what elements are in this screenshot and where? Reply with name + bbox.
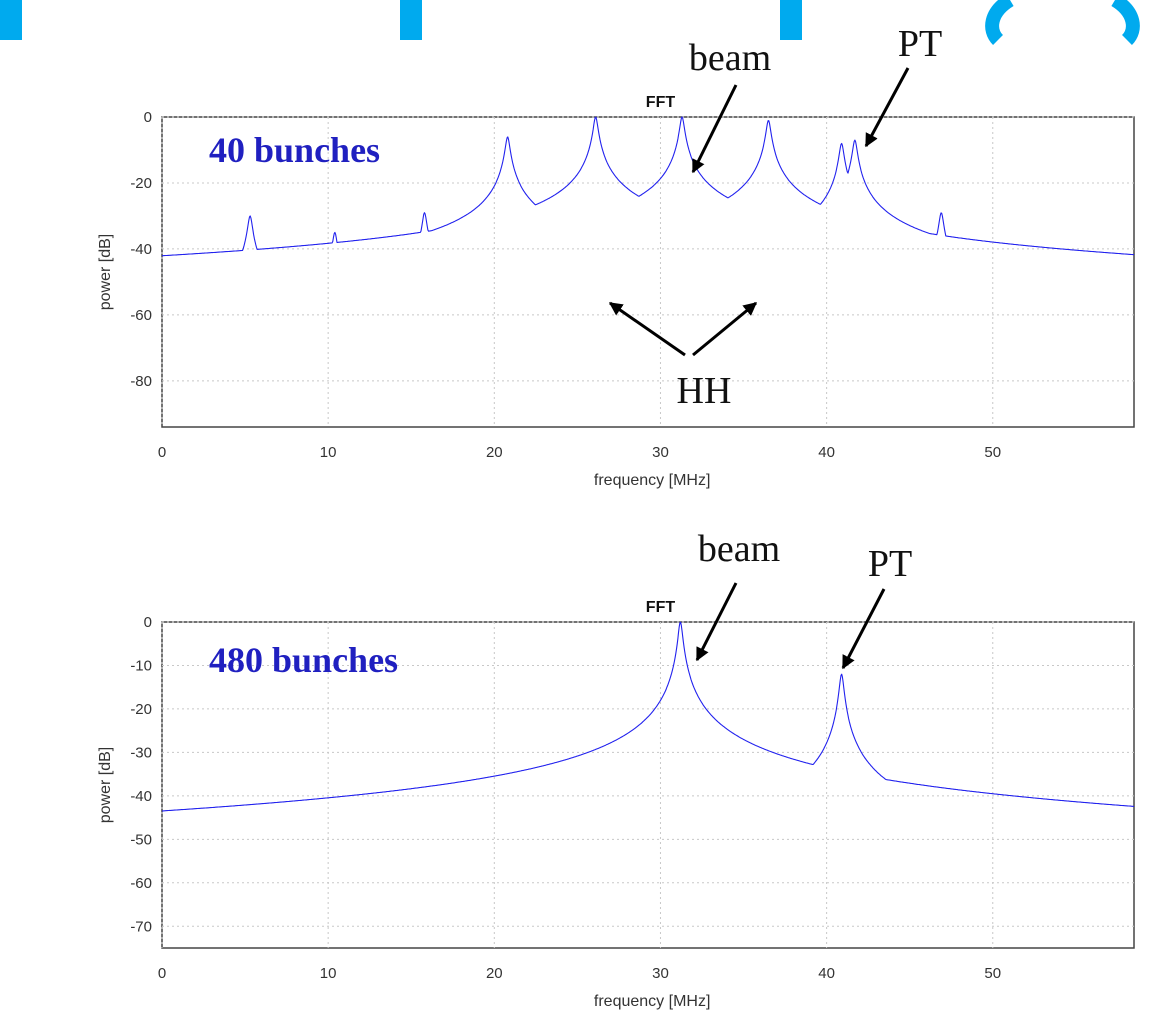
panel1-y-tick-label: -60: [130, 875, 152, 892]
panel0-y-tick-label: 0: [144, 109, 152, 126]
panel0-y-tick-label: -20: [130, 175, 152, 192]
panel0-annotation-arrow: [864, 67, 910, 148]
panel1-y-tick-label: -30: [130, 744, 152, 761]
panel0-bunch-label: 40 bunches: [209, 130, 380, 170]
panel1-x-tick-label: 20: [486, 965, 503, 982]
panel0-y-tick-label: -60: [130, 307, 152, 324]
panel1-x-tick-label: 10: [320, 965, 337, 982]
panel1-x-tick-label: 0: [158, 965, 166, 982]
panel0-x-axis-label: frequency [MHz]: [594, 472, 710, 489]
panel1-annotation-arrow: [841, 588, 886, 670]
panel0-plot-frame: [161, 116, 1135, 428]
panel1-y-tick-label: -50: [130, 831, 152, 848]
panel0-x-tick-label: 10: [320, 444, 337, 461]
panel1-x-tick-label: 50: [984, 965, 1001, 982]
panel0-annotation-hh: HH: [677, 370, 732, 412]
panel1-annotation-arrow: [695, 582, 738, 662]
panel0-chart-title: FFT: [646, 94, 676, 111]
header-fragment-paren-a: [985, 0, 1015, 45]
panel1-y-tick-label: -70: [130, 918, 152, 935]
panel0-annotation-pt: PT: [898, 23, 942, 65]
panel1-y-axis-label: power [dB]: [97, 747, 114, 823]
panel0-annotation-arrow: [691, 84, 738, 174]
panel1-y-tick-label: -10: [130, 657, 152, 674]
header-fragment-mid-b: [780, 0, 802, 40]
panel1-x-tick-label: 30: [652, 965, 669, 982]
panel0-y-tick-label: -40: [130, 241, 152, 258]
header-fragment-mid-a: [400, 0, 422, 40]
panel1-y-tick-label: -40: [130, 788, 152, 805]
panel0-y-tick-label: -80: [130, 373, 152, 390]
panel1-chart-title: FFT: [646, 599, 676, 616]
panel0-x-tick-label: 20: [486, 444, 503, 461]
panel0-x-tick-label: 40: [818, 444, 835, 461]
panel0-annotation-arrow: [608, 301, 686, 357]
panel0-annotation-beam: beam: [689, 37, 771, 79]
panel1-bunch-label: 480 bunches: [209, 640, 398, 680]
panel1-x-axis-label: frequency [MHz]: [594, 993, 710, 1010]
panel0-annotation-arrow: [692, 301, 758, 357]
panel0-x-tick-label: 50: [984, 444, 1001, 461]
panel1-spectrum-line: [162, 621, 1134, 812]
panel1-annotation-pt: PT: [868, 543, 912, 585]
panel0-spectrum-line: [161, 116, 1134, 257]
panel0-y-axis-label: power [dB]: [97, 234, 114, 310]
panel1-annotation-beam: beam: [698, 528, 780, 570]
header-fragment-left: [0, 0, 22, 40]
panel0-x-tick-label: 0: [158, 444, 166, 461]
panel1-y-tick-label: -20: [130, 701, 152, 718]
panel0-x-tick-label: 30: [652, 444, 669, 461]
panel1-y-tick-label: 0: [144, 614, 152, 631]
panel1-plot-frame: [161, 621, 1135, 949]
panel1-x-tick-label: 40: [818, 965, 835, 982]
header-fragment-paren-b: [1110, 0, 1140, 45]
